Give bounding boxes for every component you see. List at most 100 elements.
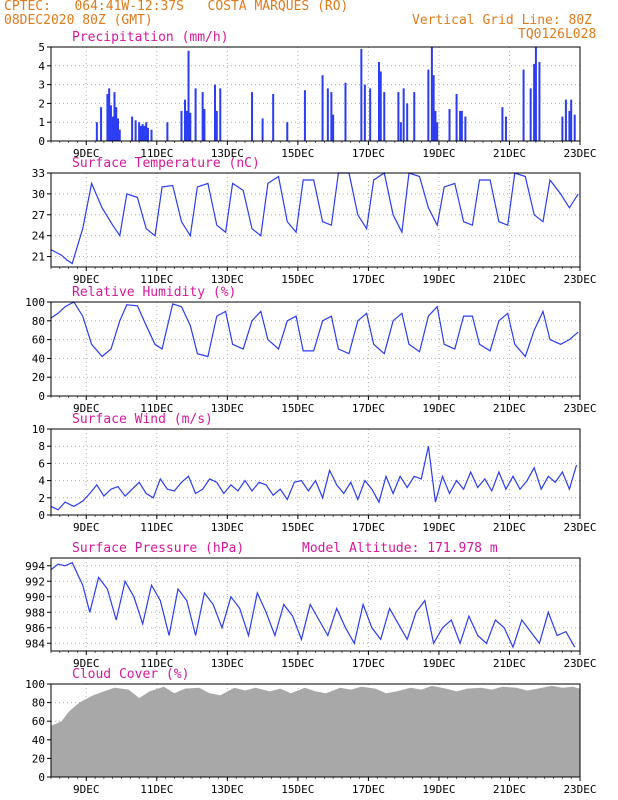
cloud-ytick-label-4: 80 — [32, 697, 45, 710]
precip-bar-11 — [134, 120, 137, 141]
precip-bar-25 — [194, 88, 197, 141]
cloud-ytick-label-1: 20 — [32, 752, 45, 765]
wind-ytick-label-4: 8 — [38, 440, 45, 453]
wind-ytick-label-3: 6 — [38, 457, 45, 470]
precip-bar-26 — [201, 92, 204, 141]
precip-bar-50 — [406, 103, 409, 141]
cloud-xtick-label-1: 11DEC — [140, 783, 173, 796]
press-ytick-label-1: 986 — [25, 622, 45, 635]
precip-bar-51 — [413, 92, 416, 141]
precip-ytick-label-4: 4 — [38, 60, 45, 73]
precip-bar-28 — [213, 84, 216, 141]
precip-bar-0 — [95, 122, 98, 141]
precip-bar-14 — [141, 124, 144, 141]
precip-bar-40 — [344, 82, 347, 141]
press-ytick-label-0: 984 — [25, 637, 45, 650]
press-xtick-label-3: 15DEC — [281, 657, 314, 670]
wind-xtick-label-7: 23DEC — [563, 521, 596, 534]
wind-frame — [50, 428, 581, 516]
press-ytick-label-3: 990 — [25, 591, 45, 604]
precip-bar-24 — [189, 112, 192, 141]
precip-bar-55 — [434, 110, 437, 141]
precip-title: Precipitation (mm/h) — [72, 30, 229, 45]
precip-bar-21 — [184, 99, 187, 141]
press-xtick-label-0: 9DEC — [73, 657, 100, 670]
precip-bar-53 — [430, 47, 433, 141]
station-info: CPTEC: 064:41W-12:37S COSTA MARQUES (RO) — [4, 0, 349, 14]
precip-bar-30 — [219, 88, 222, 141]
temp-title: Surface Temperature (nC) — [72, 156, 260, 171]
wind-title: Surface Wind (m/s) — [72, 412, 213, 427]
temp-ytick-label-1: 24 — [32, 230, 46, 243]
precip-bar-44 — [377, 62, 380, 141]
precip-xtick-label-1: 11DEC — [140, 147, 173, 160]
press-ytick-label-4: 992 — [25, 575, 45, 588]
rh-series-line — [50, 301, 579, 358]
precip-bar-41 — [360, 48, 363, 141]
precip-bar-22 — [185, 110, 188, 141]
cloud-xtick-label-2: 13DEC — [211, 783, 244, 796]
precip-xtick-label-6: 21DEC — [493, 147, 526, 160]
temp-xtick-label-7: 23DEC — [563, 273, 596, 286]
precip-bar-61 — [464, 116, 467, 141]
precip-bar-56 — [436, 122, 439, 141]
precip-bar-73 — [573, 114, 576, 141]
precip-bar-29 — [215, 110, 218, 141]
precip-xtick-label-7: 23DEC — [563, 147, 596, 160]
precip-bar-49 — [402, 88, 405, 141]
cloud-title: Cloud Cover (%) — [72, 667, 189, 682]
wind-ytick-label-0: 0 — [38, 509, 45, 522]
wind-xtick-label-0: 9DEC — [73, 521, 100, 534]
precip-bar-16 — [145, 122, 148, 141]
vertical-grid-info: Vertical Grid Line: 80Z — [412, 13, 593, 28]
precip-bar-47 — [397, 92, 400, 141]
cloud-xtick-label-5: 19DEC — [422, 783, 455, 796]
precip-bar-4 — [109, 105, 112, 141]
cloud-area — [51, 685, 580, 777]
precip-bar-37 — [326, 88, 329, 141]
temp-ytick-label-0: 21 — [32, 251, 45, 264]
precip-bar-67 — [534, 47, 537, 141]
precip-bar-2 — [106, 94, 109, 141]
precip-bar-71 — [568, 110, 571, 141]
rh-xtick-label-2: 13DEC — [211, 402, 244, 415]
precip-bar-58 — [455, 94, 458, 141]
precip-bar-13 — [139, 125, 142, 141]
precip-xtick-label-3: 15DEC — [281, 147, 314, 160]
cloud-ytick-label-0: 0 — [38, 771, 45, 784]
temp-xtick-label-2: 13DEC — [211, 273, 244, 286]
rh-ytick-label-2: 40 — [32, 352, 45, 365]
precip-bar-36 — [321, 75, 324, 141]
temp-xtick-label-6: 21DEC — [493, 273, 526, 286]
cloud-ytick-label-3: 60 — [32, 715, 45, 728]
precip-bar-54 — [432, 75, 435, 141]
precip-bar-72 — [570, 99, 573, 141]
rh-ytick-label-0: 0 — [38, 390, 45, 403]
wind-xtick-label-6: 21DEC — [493, 521, 526, 534]
precip-bar-70 — [564, 99, 567, 141]
cloud-xtick-label-0: 9DEC — [73, 783, 100, 796]
press-annotation: Model Altitude: 171.978 m — [302, 541, 498, 556]
rh-ytick-label-4: 80 — [32, 315, 45, 328]
wind-series-line — [50, 446, 578, 511]
temp-ytick-label-3: 30 — [32, 188, 45, 201]
precip-bar-39 — [332, 114, 335, 141]
precip-bar-35 — [303, 90, 306, 141]
temp-xtick-label-3: 15DEC — [281, 273, 314, 286]
header: CPTEC: 064:41W-12:37S COSTA MARQUES (RO)… — [0, 0, 618, 46]
temp-series-line — [50, 172, 579, 265]
precip-bar-23 — [187, 50, 190, 142]
press-xtick-label-1: 11DEC — [140, 657, 173, 670]
precip-bar-17 — [146, 127, 149, 141]
precip-bar-68 — [538, 62, 541, 141]
precip-bar-1 — [100, 107, 103, 141]
precip-xtick-label-4: 17DEC — [352, 147, 385, 160]
wind-xtick-label-5: 19DEC — [422, 521, 455, 534]
cloud-xtick-label-6: 21DEC — [493, 783, 526, 796]
rh-xtick-label-5: 19DEC — [422, 402, 455, 415]
precip-frame — [50, 46, 581, 142]
rh-title: Relative Humidity (%) — [72, 285, 236, 300]
precip-bar-27 — [203, 109, 206, 141]
cloud-ytick-label-5: 100 — [25, 678, 45, 691]
